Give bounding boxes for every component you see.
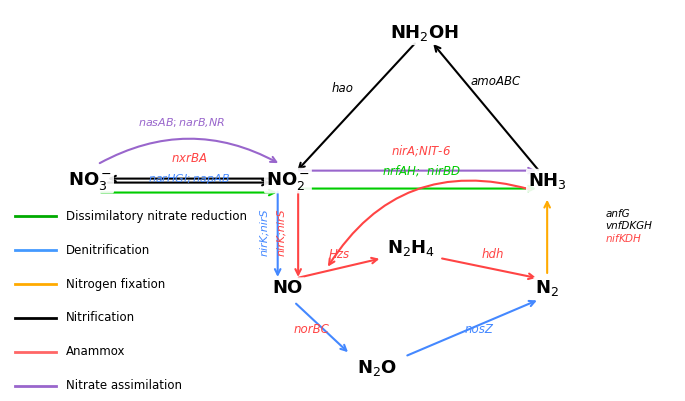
Text: $\it{nrfAH}$;  $\it{nirBD}$: $\it{nrfAH}$; $\it{nirBD}$ [382,163,460,178]
Text: NO$_2^-$: NO$_2^-$ [266,170,310,192]
Text: nosZ: nosZ [464,324,493,336]
Text: Anammox: Anammox [66,345,126,358]
Text: vnfDKGH: vnfDKGH [605,221,652,231]
Text: NO: NO [273,279,303,297]
Text: Hzs: Hzs [329,248,349,261]
Text: $\it{nxrBA}$: $\it{nxrBA}$ [171,152,208,165]
Text: Nitrate assimilation: Nitrate assimilation [66,379,182,392]
Text: Nitrification: Nitrification [66,312,136,324]
Text: $\it{nif}$KDH: $\it{nif}$KDH [605,232,643,244]
Text: NO$_3^-$: NO$_3^-$ [68,170,112,192]
Text: Denitrification: Denitrification [66,244,151,257]
Text: N$_2$: N$_2$ [535,278,559,298]
Text: hao: hao [332,83,353,95]
Text: Nitrogen fixation: Nitrogen fixation [66,277,166,291]
Text: N$_2$H$_4$: N$_2$H$_4$ [386,238,435,258]
Text: hdh: hdh [482,248,504,261]
Text: NH$_2$OH: NH$_2$OH [390,23,459,43]
Text: anfG: anfG [605,209,630,219]
Text: N$_2$O: N$_2$O [357,358,397,378]
Text: nirK;nirS: nirK;nirS [276,209,286,256]
Text: Dissimilatory nitrate reduction: Dissimilatory nitrate reduction [66,210,247,223]
Text: $\it{narHGI;napAB}$: $\it{narHGI;napAB}$ [148,172,230,186]
Text: amoABC: amoABC [471,75,521,87]
Text: $\it{nasAB;narB}$,NR: $\it{nasAB;narB}$,NR [138,116,226,130]
Text: $\it{nirA}$;NIT-6: $\it{nirA}$;NIT-6 [391,143,451,158]
Text: nirK;nirS: nirK;nirS [259,209,269,256]
Text: norBC: norBC [294,324,329,336]
Text: NH$_3$: NH$_3$ [527,170,566,190]
